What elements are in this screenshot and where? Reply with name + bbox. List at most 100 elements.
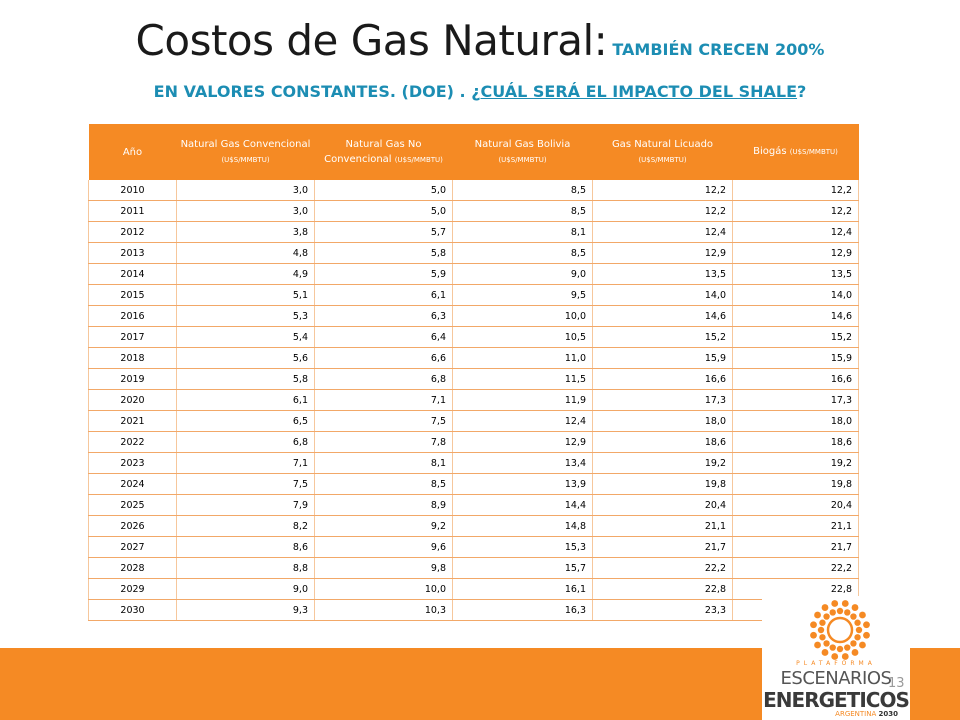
value-cell: 6,4 <box>314 326 453 348</box>
year-cell: 2012 <box>88 221 177 243</box>
value-cell: 11,0 <box>452 347 593 369</box>
value-cell: 12,4 <box>592 221 733 243</box>
value-cell: 6,8 <box>176 431 315 453</box>
column-header-4: Gas Natural Licuado (U$S/MMBTU) <box>592 124 733 180</box>
value-cell: 12,2 <box>732 200 859 222</box>
value-cell: 12,2 <box>592 180 733 201</box>
column-header-label: Natural Gas Convencional <box>180 138 311 150</box>
table-row: 2024 7,5 8,5 13,9 19,8 19,8 <box>88 473 859 495</box>
value-cell: 9,5 <box>452 284 593 306</box>
value-cell: 7,1 <box>176 452 315 474</box>
title-line-1: Costos de Gas Natural: TAMBIÉN CRECEN 20… <box>0 14 960 77</box>
sun-logo-icon <box>810 600 870 660</box>
value-cell: 12,2 <box>732 180 859 201</box>
table-header: Año Natural Gas Convencional (U$S/MMBTU) N… <box>88 124 859 180</box>
value-cell: 14,0 <box>592 284 733 306</box>
value-cell: 3,0 <box>176 200 315 222</box>
value-cell: 18,6 <box>732 431 859 453</box>
value-cell: 5,9 <box>314 263 453 285</box>
value-cell: 15,3 <box>452 536 593 558</box>
value-cell: 3,0 <box>176 180 315 201</box>
value-cell: 21,1 <box>592 515 733 537</box>
year-cell: 2014 <box>88 263 177 285</box>
table-row: 2017 5,4 6,4 10,5 15,2 15,2 <box>88 326 859 348</box>
title-subtitle-1: TAMBIÉN CRECEN 200% <box>612 40 825 59</box>
table-row: 2029 9,0 10,0 16,1 22,8 22,8 <box>88 578 859 600</box>
value-cell: 5,6 <box>176 347 315 369</box>
table-header-row: Año Natural Gas Convencional (U$S/MMBTU) N… <box>88 124 859 180</box>
value-cell: 20,4 <box>592 494 733 516</box>
value-cell: 15,9 <box>732 347 859 369</box>
year-cell: 2026 <box>88 515 177 537</box>
logo-plataforma: PLATAFORMA <box>796 660 876 667</box>
value-cell: 16,6 <box>592 368 733 390</box>
table-row: 2020 6,1 7,1 11,9 17,3 17,3 <box>88 389 859 411</box>
table-row: 2028 8,8 9,8 15,7 22,2 22,2 <box>88 557 859 579</box>
value-cell: 22,8 <box>592 578 733 600</box>
column-header-label: Gas Natural Licuado <box>611 138 714 150</box>
value-cell: 12,4 <box>452 410 593 432</box>
gas-costs-table: Año Natural Gas Convencional (U$S/MMBTU) N… <box>88 124 859 621</box>
value-cell: 9,0 <box>176 578 315 600</box>
value-cell: 12,9 <box>592 242 733 264</box>
title-main: Costos de Gas Natural: <box>135 16 608 65</box>
year-cell: 2024 <box>88 473 177 495</box>
value-cell: 8,1 <box>314 452 453 474</box>
table-row: 2023 7,1 8,1 13,4 19,2 19,2 <box>88 452 859 474</box>
value-cell: 9,2 <box>314 515 453 537</box>
year-cell: 2025 <box>88 494 177 516</box>
column-header-unit: (U$S/MMBTU) <box>638 155 687 164</box>
table-row: 2014 4,9 5,9 9,0 13,5 13,5 <box>88 263 859 285</box>
table-row: 2027 8,6 9,6 15,3 21,7 21,7 <box>88 536 859 558</box>
column-header-label: Natural Gas No Convencional <box>324 138 422 165</box>
table-body: 2010 3,0 5,0 8,5 12,2 12,2 2011 3,0 5,0 8,5 12,2 12… <box>88 180 859 621</box>
value-cell: 8,5 <box>452 200 593 222</box>
year-cell: 2029 <box>88 578 177 600</box>
value-cell: 18,6 <box>592 431 733 453</box>
value-cell: 16,1 <box>452 578 593 600</box>
column-header-1: Natural Gas Convencional (U$S/MMBTU) <box>176 124 315 180</box>
value-cell: 8,5 <box>452 180 593 201</box>
title-question-prefix: ¿ <box>471 82 481 101</box>
year-cell: 2018 <box>88 347 177 369</box>
value-cell: 23,3 <box>592 599 733 621</box>
year-cell: 2023 <box>88 452 177 474</box>
value-cell: 14,6 <box>732 305 859 327</box>
table-row: 2026 8,2 9,2 14,8 21,1 21,1 <box>88 515 859 537</box>
column-header-label: Año <box>122 146 143 158</box>
value-cell: 22,2 <box>732 557 859 579</box>
value-cell: 7,1 <box>314 389 453 411</box>
title-question: CUÁL SERÁ EL IMPACTO DEL SHALE <box>480 82 798 101</box>
year-cell: 2028 <box>88 557 177 579</box>
table-row: 2010 3,0 5,0 8,5 12,2 12,2 <box>88 180 859 201</box>
column-header-5: Biogás (U$S/MMBTU) <box>732 124 859 180</box>
value-cell: 20,4 <box>732 494 859 516</box>
logo-year: 2030 <box>878 710 898 718</box>
value-cell: 7,5 <box>314 410 453 432</box>
year-cell: 2022 <box>88 431 177 453</box>
value-cell: 5,8 <box>314 242 453 264</box>
value-cell: 13,4 <box>452 452 593 474</box>
value-cell: 7,8 <box>314 431 453 453</box>
year-cell: 2010 <box>88 180 177 201</box>
title-question-suffix: ? <box>797 82 807 101</box>
value-cell: 14,0 <box>732 284 859 306</box>
value-cell: 13,5 <box>732 263 859 285</box>
value-cell: 15,2 <box>732 326 859 348</box>
value-cell: 19,2 <box>732 452 859 474</box>
value-cell: 6,3 <box>314 305 453 327</box>
value-cell: 5,4 <box>176 326 315 348</box>
year-cell: 2019 <box>88 368 177 390</box>
year-cell: 2027 <box>88 536 177 558</box>
value-cell: 17,3 <box>592 389 733 411</box>
year-cell: 2020 <box>88 389 177 411</box>
value-cell: 16,6 <box>732 368 859 390</box>
value-cell: 6,8 <box>314 368 453 390</box>
value-cell: 6,1 <box>314 284 453 306</box>
column-header-label: Natural Gas Bolivia <box>474 138 571 150</box>
value-cell: 15,9 <box>592 347 733 369</box>
table-row: 2011 3,0 5,0 8,5 12,2 12,2 <box>88 200 859 222</box>
value-cell: 22,2 <box>592 557 733 579</box>
value-cell: 4,9 <box>176 263 315 285</box>
